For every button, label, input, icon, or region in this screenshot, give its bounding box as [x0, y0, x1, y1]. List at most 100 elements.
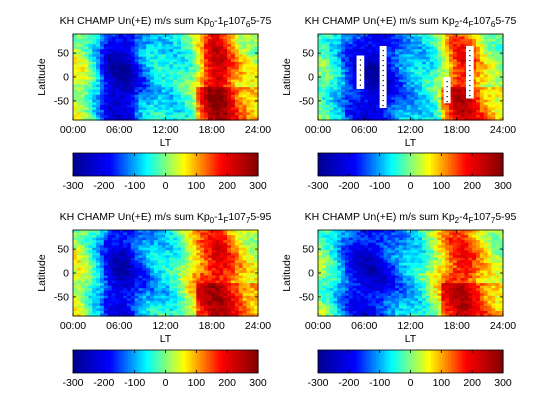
heatmap-cell: [76, 308, 82, 312]
heatmap-cell: [180, 242, 186, 246]
heatmap-cell: [487, 84, 493, 88]
heatmap-cell: [483, 102, 489, 106]
heatmap-cell: [177, 255, 182, 259]
heatmap-cell: [169, 230, 174, 234]
heatmap-cell: [231, 240, 236, 244]
heatmap-cell: [126, 245, 132, 249]
heatmap-cell: [142, 79, 147, 83]
heatmap-cell: [99, 77, 105, 81]
heatmap-cell: [211, 99, 217, 103]
heatmap-cell: [495, 87, 500, 91]
heatmap-cell: [111, 104, 116, 108]
heatmap-cell: [207, 112, 213, 116]
heatmap-cell: [207, 262, 213, 267]
heatmap-cell: [231, 232, 236, 236]
heatmap-cell: [173, 79, 178, 83]
heatmap-cell: [146, 235, 151, 239]
heatmap-cell: [348, 99, 354, 103]
heatmap-cell: [368, 66, 373, 71]
heatmap-cell: [111, 87, 116, 91]
heatmap-cell: [360, 36, 365, 40]
heatmap-cell: [130, 313, 136, 317]
heatmap-cell: [254, 59, 259, 63]
heatmap-cell: [379, 107, 385, 111]
heatmap-cell: [165, 240, 170, 244]
heatmap-cell: [352, 36, 358, 40]
heatmap-cell: [379, 41, 385, 45]
heatmap-cell: [115, 117, 120, 121]
heatmap-cell: [123, 64, 128, 68]
heatmap-cell: [103, 298, 109, 302]
heatmap-cell: [150, 250, 155, 254]
heatmap-cell: [414, 41, 419, 45]
heatmap-cell: [402, 112, 408, 116]
heatmap-cell: [134, 82, 140, 86]
heatmap-cell: [153, 273, 159, 277]
heatmap-cell: [368, 102, 373, 106]
heatmap-cell: [460, 112, 466, 116]
heatmap-cell: [456, 39, 462, 43]
heatmap-cell: [76, 260, 82, 264]
heatmap-cell: [406, 84, 412, 88]
heatmap-cell: [80, 235, 86, 239]
heatmap-cell: [192, 232, 197, 236]
heatmap-cell: [153, 283, 159, 287]
heatmap-cell: [460, 99, 466, 103]
heatmap-cell: [84, 230, 90, 234]
heatmap-cell: [180, 41, 186, 45]
heatmap-cell: [418, 77, 423, 81]
heatmap-cell: [215, 305, 221, 310]
heatmap-cell: [211, 237, 217, 241]
heatmap-cell: [321, 34, 327, 38]
heatmap-cell: [387, 44, 392, 48]
heatmap-cell: [99, 260, 105, 264]
heatmap-cell: [227, 290, 232, 294]
heatmap-cell: [468, 102, 473, 106]
heatmap-cell: [491, 104, 496, 108]
heatmap-cell: [234, 250, 240, 254]
heatmap-cell: [177, 64, 182, 68]
heatmap-cell: [491, 69, 496, 73]
heatmap-cell: [433, 39, 439, 43]
heatmap-cell: [196, 290, 201, 294]
heatmap-cell: [410, 102, 415, 106]
heatmap-cell: [207, 66, 213, 71]
heatmap-cell: [219, 34, 224, 38]
heatmap-cell: [437, 54, 442, 58]
heatmap-cell: [231, 97, 236, 101]
heatmap-cell: [422, 99, 427, 103]
heatmap-cell: [88, 265, 93, 269]
heatmap-cell: [123, 114, 128, 119]
heatmap-cell: [188, 59, 194, 63]
heatmap-cell: [402, 46, 408, 50]
heatmap-cell: [188, 104, 194, 108]
heatmap-cell: [333, 77, 338, 81]
heatmap-cell: [449, 107, 454, 111]
heatmap-cell: [333, 36, 338, 40]
colorbar-swatch: [249, 153, 253, 176]
heatmap-cell: [223, 278, 228, 282]
heatmap-cell: [153, 267, 159, 272]
heatmap-cell: [92, 94, 97, 98]
heatmap-cell: [211, 247, 217, 251]
heatmap-cell: [134, 265, 140, 269]
heatmap-cell: [73, 66, 78, 71]
heatmap-cell: [499, 36, 504, 40]
heatmap-cell: [433, 84, 439, 88]
heatmap-cell: [88, 305, 93, 310]
heatmap-cell: [341, 39, 346, 43]
heatmap-cell: [80, 260, 86, 264]
heatmap-cell: [80, 280, 86, 284]
missing-data-dot: [446, 86, 448, 88]
heatmap-cell: [422, 41, 427, 45]
heatmap-cell: [126, 87, 132, 91]
heatmap-cell: [76, 247, 82, 251]
heatmap-cell: [456, 107, 462, 111]
heatmap-cell: [352, 114, 358, 119]
heatmap-cell: [246, 77, 251, 81]
heatmap-cell: [207, 275, 213, 279]
heatmap-cell: [371, 114, 377, 119]
heatmap-cell: [130, 230, 136, 234]
heatmap-cell: [391, 61, 396, 65]
heatmap-cell: [234, 245, 240, 249]
